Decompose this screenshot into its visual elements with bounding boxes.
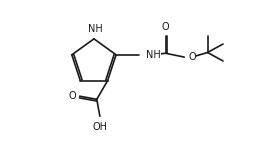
Text: O: O [68,91,76,101]
Text: O: O [162,22,169,32]
Text: OH: OH [92,122,107,132]
Text: O: O [188,52,196,62]
Text: NH: NH [146,50,160,60]
Text: NH: NH [88,24,103,34]
